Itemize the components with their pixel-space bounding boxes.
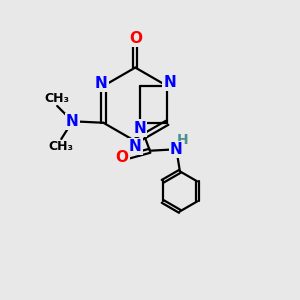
Text: O: O [129,31,142,46]
Text: N: N [95,76,107,91]
Text: N: N [163,75,176,90]
Text: N: N [129,139,142,154]
Text: N: N [170,142,183,157]
Text: N: N [66,114,79,129]
Text: CH₃: CH₃ [49,140,74,152]
Text: O: O [116,150,128,165]
Text: H: H [177,134,189,147]
Text: N: N [133,121,146,136]
Text: CH₃: CH₃ [45,92,70,105]
